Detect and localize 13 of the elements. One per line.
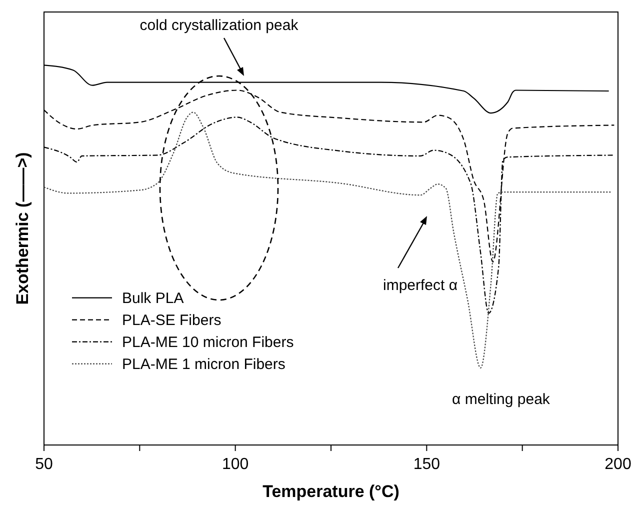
legend-label: PLA-ME 1 micron Fibers: [122, 356, 286, 373]
x-tick-label: 150: [413, 456, 440, 473]
x-axis-title: Temperature (°C): [262, 482, 400, 501]
x-tick-label: 200: [604, 456, 632, 473]
x-tick-label: 100: [222, 456, 249, 473]
legend-label: PLA-SE Fibers: [122, 312, 222, 329]
legend-label: PLA-ME 10 micron Fibers: [122, 334, 294, 351]
annotation: imperfect α: [383, 277, 458, 294]
x-tick-label: 50: [35, 456, 53, 473]
legend-label: Bulk PLA: [122, 290, 184, 307]
text: cold crystallization peak: [140, 17, 299, 34]
annotation: α melting peak: [452, 391, 550, 408]
y-axis-title: Exothermic (——>): [13, 152, 32, 305]
